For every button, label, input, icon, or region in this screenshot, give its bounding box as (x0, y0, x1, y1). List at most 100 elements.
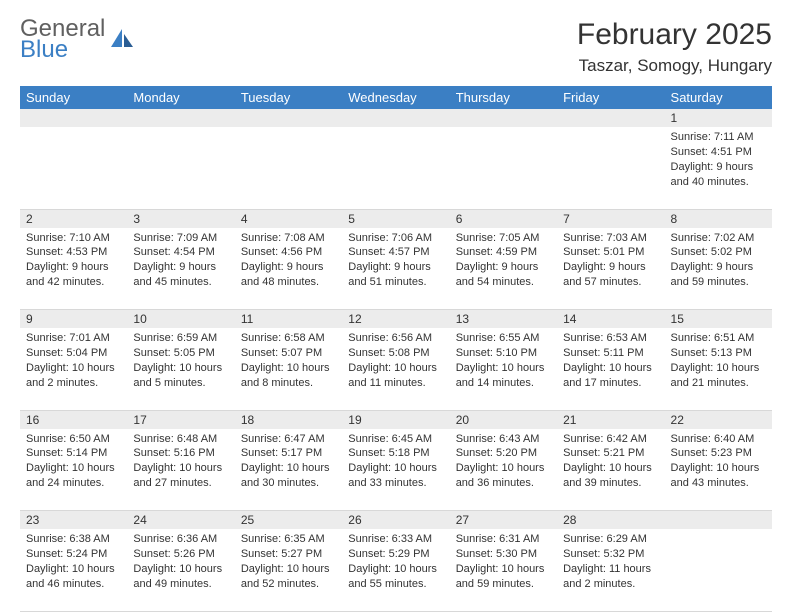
calendar-header-row: SundayMondayTuesdayWednesdayThursdayFrid… (20, 86, 772, 109)
sunset-text: Sunset: 5:07 PM (241, 346, 336, 361)
day-number (450, 109, 557, 127)
day-cell (127, 127, 234, 209)
daylight-text: Daylight: 9 hours and 59 minutes. (671, 260, 766, 290)
sunset-text: Sunset: 4:59 PM (456, 245, 551, 260)
daylight-text: Daylight: 10 hours and 59 minutes. (456, 562, 551, 592)
daylight-text: Daylight: 10 hours and 30 minutes. (241, 461, 336, 491)
sunset-text: Sunset: 5:02 PM (671, 245, 766, 260)
sunset-text: Sunset: 4:53 PM (26, 245, 121, 260)
day-number (127, 109, 234, 127)
day-cell: Sunrise: 6:59 AMSunset: 5:05 PMDaylight:… (127, 328, 234, 410)
sunset-text: Sunset: 5:01 PM (563, 245, 658, 260)
day-header: Monday (127, 86, 234, 109)
day-number: 21 (557, 410, 664, 429)
daylight-text: Daylight: 10 hours and 55 minutes. (348, 562, 443, 592)
day-cell: Sunrise: 6:42 AMSunset: 5:21 PMDaylight:… (557, 429, 664, 511)
sunrise-text: Sunrise: 7:03 AM (563, 231, 658, 246)
logo-text: General Blue (20, 18, 105, 62)
day-number-row: 2345678 (20, 209, 772, 228)
sunset-text: Sunset: 5:32 PM (563, 547, 658, 562)
daylight-text: Daylight: 10 hours and 36 minutes. (456, 461, 551, 491)
day-number (665, 511, 772, 530)
day-number: 13 (450, 310, 557, 329)
day-number: 22 (665, 410, 772, 429)
sunrise-text: Sunrise: 7:06 AM (348, 231, 443, 246)
sunrise-text: Sunrise: 6:53 AM (563, 331, 658, 346)
day-cell: Sunrise: 7:02 AMSunset: 5:02 PMDaylight:… (665, 228, 772, 310)
sunset-text: Sunset: 5:08 PM (348, 346, 443, 361)
day-number: 26 (342, 511, 449, 530)
daylight-text: Daylight: 9 hours and 57 minutes. (563, 260, 658, 290)
day-content-row: Sunrise: 7:10 AMSunset: 4:53 PM Daylight:… (20, 228, 772, 310)
day-number: 1 (665, 109, 772, 127)
day-number-row: 9101112131415 (20, 310, 772, 329)
sunset-text: Sunset: 5:21 PM (563, 446, 658, 461)
header: General Blue February 2025 Taszar, Somog… (20, 18, 772, 76)
day-number: 24 (127, 511, 234, 530)
day-cell: Sunrise: 7:09 AMSunset: 4:54 PMDaylight:… (127, 228, 234, 310)
day-number: 12 (342, 310, 449, 329)
daylight-text: Daylight: 9 hours and 54 minutes. (456, 260, 551, 290)
sunrise-text: Sunrise: 6:33 AM (348, 532, 443, 547)
day-cell: Sunrise: 7:05 AMSunset: 4:59 PMDaylight:… (450, 228, 557, 310)
sunrise-text: Sunrise: 7:01 AM (26, 331, 121, 346)
day-number (235, 109, 342, 127)
day-cell: Sunrise: 6:45 AMSunset: 5:18 PMDaylight:… (342, 429, 449, 511)
day-number: 4 (235, 209, 342, 228)
sunset-text: Sunset: 5:30 PM (456, 547, 551, 562)
day-cell: Sunrise: 6:43 AMSunset: 5:20 PMDaylight:… (450, 429, 557, 511)
sunrise-text: Sunrise: 6:51 AM (671, 331, 766, 346)
day-cell: Sunrise: 7:10 AMSunset: 4:53 PMDaylight:… (20, 228, 127, 310)
day-header: Thursday (450, 86, 557, 109)
day-number: 17 (127, 410, 234, 429)
title-block: February 2025 Taszar, Somogy, Hungary (577, 18, 772, 76)
day-cell: Sunrise: 6:58 AMSunset: 5:07 PMDaylight:… (235, 328, 342, 410)
sunset-text: Sunset: 5:13 PM (671, 346, 766, 361)
sunrise-text: Sunrise: 6:58 AM (241, 331, 336, 346)
daylight-text: Daylight: 10 hours and 49 minutes. (133, 562, 228, 592)
daylight-text: Daylight: 10 hours and 24 minutes. (26, 461, 121, 491)
day-cell: Sunrise: 7:03 AMSunset: 5:01 PMDaylight:… (557, 228, 664, 310)
daylight-text: Daylight: 11 hours and 2 minutes. (563, 562, 658, 592)
day-number: 14 (557, 310, 664, 329)
sunset-text: Sunset: 5:20 PM (456, 446, 551, 461)
sunset-text: Sunset: 4:56 PM (241, 245, 336, 260)
daylight-text: Daylight: 10 hours and 11 minutes. (348, 361, 443, 391)
day-number: 10 (127, 310, 234, 329)
sunset-text: Sunset: 5:11 PM (563, 346, 658, 361)
daylight-text: Daylight: 9 hours and 40 minutes. (671, 160, 766, 190)
day-cell (235, 127, 342, 209)
day-cell: Sunrise: 6:35 AMSunset: 5:27 PMDaylight:… (235, 529, 342, 611)
daylight-text: Daylight: 9 hours and 48 minutes. (241, 260, 336, 290)
sunset-text: Sunset: 5:17 PM (241, 446, 336, 461)
daylight-text: Daylight: 9 hours and 51 minutes. (348, 260, 443, 290)
month-title: February 2025 (577, 18, 772, 52)
day-cell: Sunrise: 6:53 AMSunset: 5:11 PMDaylight:… (557, 328, 664, 410)
daylight-text: Daylight: 10 hours and 43 minutes. (671, 461, 766, 491)
day-number (557, 109, 664, 127)
daylight-text: Daylight: 10 hours and 5 minutes. (133, 361, 228, 391)
day-content-row: Sunrise: 7:11 AMSunset: 4:51 PMDaylight:… (20, 127, 772, 209)
sunset-text: Sunset: 5:14 PM (26, 446, 121, 461)
day-cell: Sunrise: 6:50 AMSunset: 5:14 PMDaylight:… (20, 429, 127, 511)
day-number-row: 232425262728 (20, 511, 772, 530)
sunset-text: Sunset: 5:10 PM (456, 346, 551, 361)
day-number: 15 (665, 310, 772, 329)
sunrise-text: Sunrise: 7:10 AM (26, 231, 121, 246)
day-cell (20, 127, 127, 209)
day-cell: Sunrise: 7:01 AMSunset: 5:04 PMDaylight:… (20, 328, 127, 410)
day-cell: Sunrise: 6:31 AMSunset: 5:30 PMDaylight:… (450, 529, 557, 611)
daylight-text: Daylight: 10 hours and 17 minutes. (563, 361, 658, 391)
sunrise-text: Sunrise: 6:43 AM (456, 432, 551, 447)
day-cell: Sunrise: 6:51 AMSunset: 5:13 PMDaylight:… (665, 328, 772, 410)
day-cell: Sunrise: 6:40 AMSunset: 5:23 PMDaylight:… (665, 429, 772, 511)
day-number: 8 (665, 209, 772, 228)
daylight-text: Daylight: 10 hours and 14 minutes. (456, 361, 551, 391)
sunrise-text: Sunrise: 6:45 AM (348, 432, 443, 447)
daylight-text: Daylight: 9 hours and 45 minutes. (133, 260, 228, 290)
day-number-row: 1 (20, 109, 772, 127)
daylight-text: Daylight: 10 hours and 46 minutes. (26, 562, 121, 592)
day-number: 9 (20, 310, 127, 329)
sunset-text: Sunset: 5:16 PM (133, 446, 228, 461)
sunset-text: Sunset: 5:26 PM (133, 547, 228, 562)
